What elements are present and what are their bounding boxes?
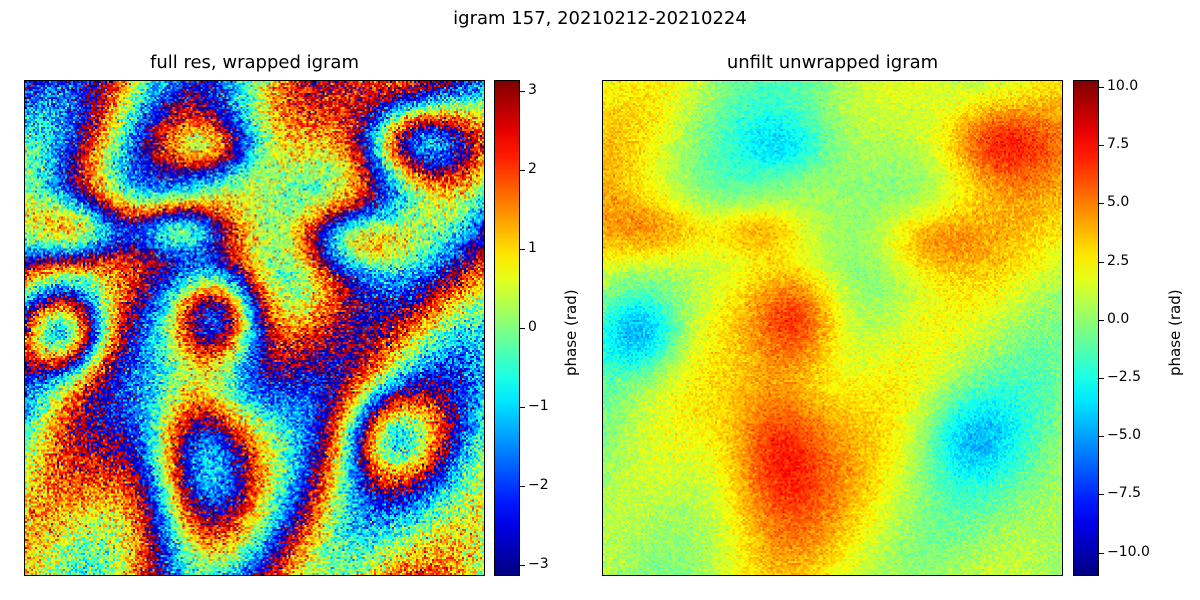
unwrapped-igram-heatmap — [602, 80, 1063, 576]
figure-title: igram 157, 20210212-20210224 — [453, 8, 747, 29]
colorbar-1-tickmark — [520, 486, 525, 487]
wrapped-colorbar-label: phase (rad) — [562, 289, 580, 376]
colorbar-1-tick-label: 3 — [528, 82, 537, 98]
wrapped-igram-canvas — [25, 81, 484, 575]
colorbar-1-tickmark — [520, 407, 525, 408]
colorbar-2-tick-label: −7.5 — [1107, 485, 1141, 501]
wrapped-colorbar — [494, 80, 520, 576]
colorbar-1-tickmark — [520, 565, 525, 566]
colorbar-2-tickmark — [1099, 145, 1104, 146]
colorbar-2-tickmark — [1099, 320, 1104, 321]
colorbar-1-tickmark — [520, 249, 525, 250]
colorbar-2-tick-label: −10.0 — [1107, 544, 1150, 560]
colorbar-2-tick-label: −5.0 — [1107, 427, 1141, 443]
colorbar-2-tick-label: 10.0 — [1107, 78, 1139, 94]
colorbar-2-tick-label: 0.0 — [1107, 311, 1130, 327]
colorbar-2-tickmark — [1099, 553, 1104, 554]
colorbar-1-tick-label: −1 — [528, 398, 549, 414]
colorbar-1-tick-label: −2 — [528, 477, 549, 493]
colorbar-1-tickmark — [520, 91, 525, 92]
panel-2-title: unfilt unwrapped igram — [726, 52, 939, 73]
unwrapped-igram-canvas — [603, 81, 1062, 575]
colorbar-2-tick-label: 7.5 — [1107, 136, 1130, 152]
unwrapped-colorbar-label: phase (rad) — [1166, 289, 1184, 376]
colorbar-1-tickmark — [520, 170, 525, 171]
colorbar-1-tick-label: −3 — [528, 556, 549, 572]
unwrapped-colorbar — [1073, 80, 1099, 576]
colorbar-2-tickmark — [1099, 436, 1104, 437]
colorbar-1-tick-label: 0 — [528, 319, 537, 335]
colorbar-2-tickmark — [1099, 378, 1104, 379]
wrapped-igram-heatmap — [24, 80, 485, 576]
colorbar-1-tick-label: 1 — [528, 240, 537, 256]
colorbar-2-tickmark — [1099, 262, 1104, 263]
colorbar-2-tick-label: 5.0 — [1107, 194, 1130, 210]
colorbar-1-tick-label: 2 — [528, 161, 537, 177]
colorbar-2-tick-label: 2.5 — [1107, 253, 1130, 269]
colorbar-2-tick-label: −2.5 — [1107, 369, 1141, 385]
colorbar-2-tickmark — [1099, 494, 1104, 495]
colorbar-1-tickmark — [520, 328, 525, 329]
colorbar-2-tickmark — [1099, 87, 1104, 88]
colorbar-2-tickmark — [1099, 203, 1104, 204]
panel-1-title: full res, wrapped igram — [150, 52, 359, 73]
